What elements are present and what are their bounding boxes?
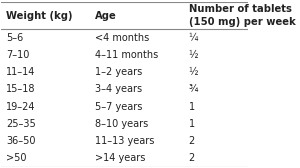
- Text: 5–6: 5–6: [6, 33, 24, 43]
- Text: 25–35: 25–35: [6, 119, 36, 129]
- Text: 15–18: 15–18: [6, 84, 36, 94]
- Text: 1: 1: [189, 119, 195, 129]
- Text: 4–11 months: 4–11 months: [95, 50, 158, 60]
- Text: >14 years: >14 years: [95, 153, 145, 163]
- Text: <4 months: <4 months: [95, 33, 149, 43]
- Text: ½: ½: [189, 50, 198, 60]
- Text: ¼: ¼: [189, 33, 198, 43]
- Text: 2: 2: [189, 136, 195, 146]
- Text: 2: 2: [189, 153, 195, 163]
- Text: >50: >50: [6, 153, 27, 163]
- Text: 8–10 years: 8–10 years: [95, 119, 148, 129]
- Text: 11–14: 11–14: [6, 67, 36, 77]
- Text: ¾: ¾: [189, 84, 198, 94]
- Text: 36–50: 36–50: [6, 136, 36, 146]
- Text: 11–13 years: 11–13 years: [95, 136, 154, 146]
- Text: 1–2 years: 1–2 years: [95, 67, 142, 77]
- Text: 5–7 years: 5–7 years: [95, 101, 142, 112]
- Text: 19–24: 19–24: [6, 101, 36, 112]
- Text: Number of tablets
(150 mg) per week: Number of tablets (150 mg) per week: [189, 4, 295, 27]
- Text: 7–10: 7–10: [6, 50, 30, 60]
- Text: Weight (kg): Weight (kg): [6, 11, 73, 20]
- Text: 1: 1: [189, 101, 195, 112]
- Text: 3–4 years: 3–4 years: [95, 84, 142, 94]
- Text: Age: Age: [95, 11, 117, 20]
- Text: ½: ½: [189, 67, 198, 77]
